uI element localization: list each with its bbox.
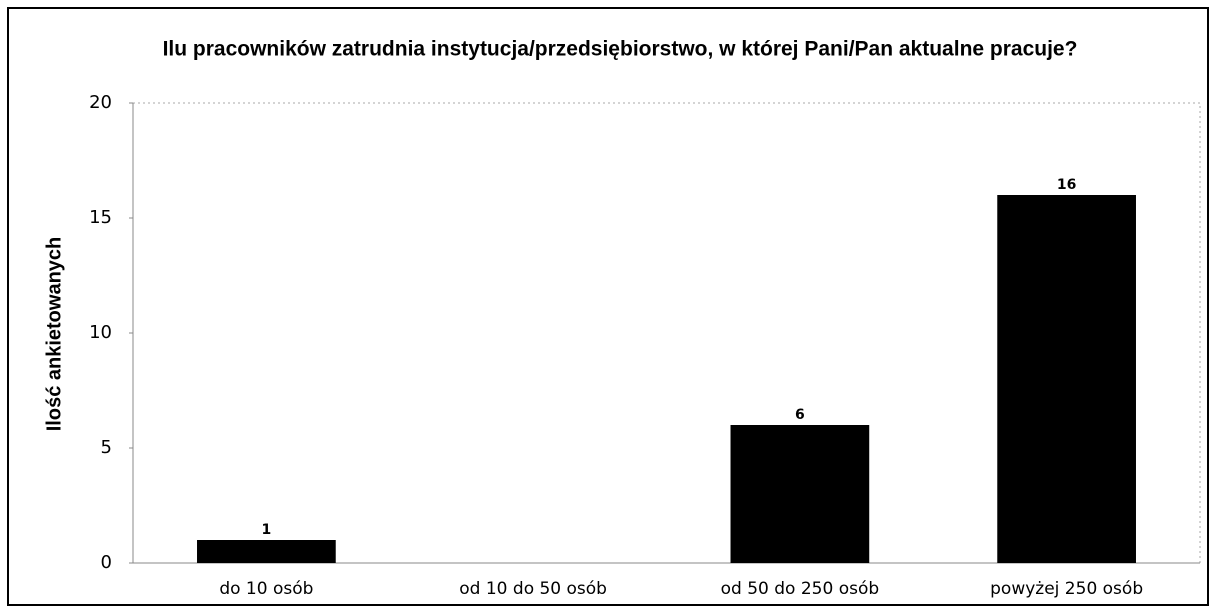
x-tick-label: powyżej 250 osób (990, 579, 1143, 599)
data-label: 1 (262, 522, 272, 538)
x-tick-label: od 10 do 50 osób (459, 579, 607, 599)
data-label: 6 (795, 407, 805, 423)
y-tick-label: 15 (89, 207, 112, 228)
y-axis-label: Ilość ankietowanych (43, 237, 65, 432)
x-tick-label: do 10 osób (219, 579, 313, 599)
y-tick-label: 5 (101, 437, 112, 458)
chart-title: Ilu pracowników zatrudnia instytucja/prz… (163, 38, 1078, 61)
y-tick-label: 0 (101, 552, 112, 573)
bar (730, 425, 870, 563)
y-tick-label: 10 (89, 322, 112, 343)
y-tick-label: 20 (89, 92, 112, 113)
chart-border (7, 7, 1209, 606)
data-label: 16 (1057, 177, 1076, 193)
bar (997, 195, 1136, 563)
bar (197, 540, 336, 563)
x-tick-label: od 50 do 250 osób (721, 579, 880, 599)
